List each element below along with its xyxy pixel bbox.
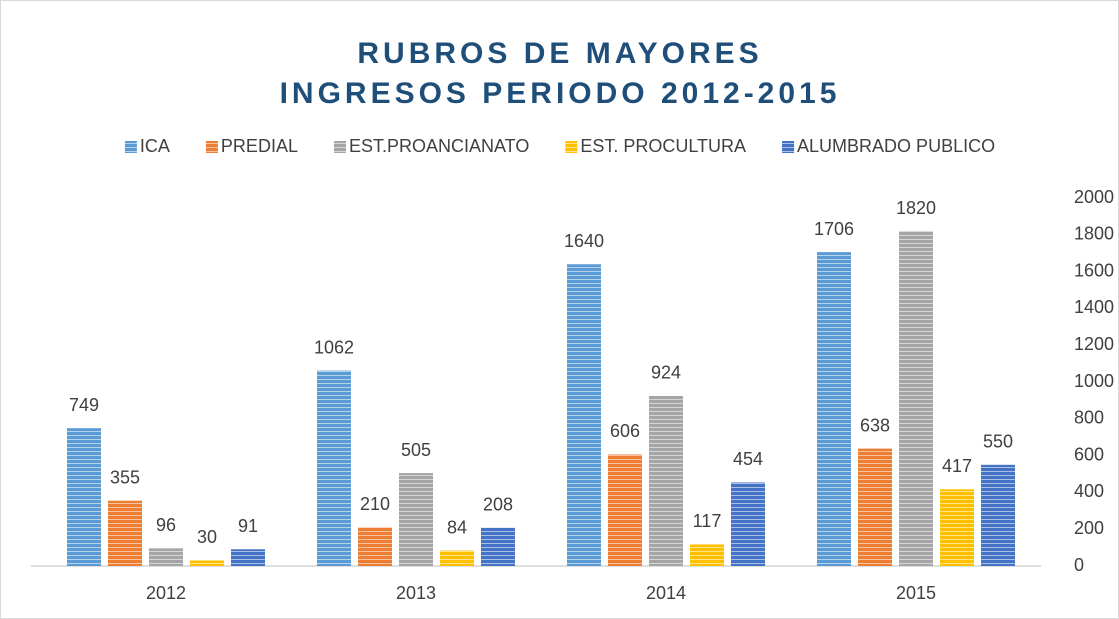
data-label: 505 <box>401 440 431 460</box>
bar <box>940 489 974 566</box>
data-label: 84 <box>447 517 467 537</box>
bar <box>440 550 474 566</box>
data-label: 1640 <box>564 231 604 251</box>
data-label: 924 <box>651 363 681 383</box>
x-tick-label: 2013 <box>396 583 436 603</box>
bar <box>899 231 933 566</box>
data-label: 638 <box>860 415 890 435</box>
x-tick-label: 2014 <box>646 583 686 603</box>
x-tick-label: 2015 <box>896 583 936 603</box>
bar <box>481 527 515 566</box>
data-label: 454 <box>733 449 763 469</box>
y-tick-label: 800 <box>1074 408 1104 428</box>
legend-label: PREDIAL <box>221 136 298 156</box>
legend-item: ALUMBRADO PUBLICO <box>782 136 995 156</box>
bar <box>317 370 351 566</box>
legend-swatch <box>565 141 578 153</box>
bar <box>858 448 892 566</box>
bar <box>981 464 1015 566</box>
data-label: 1706 <box>814 219 854 239</box>
y-tick-label: 600 <box>1074 444 1104 464</box>
data-label: 210 <box>360 494 390 514</box>
data-label: 417 <box>942 456 972 476</box>
legend-item: PREDIAL <box>205 136 298 156</box>
bar <box>690 544 724 566</box>
legend-label: EST.PROANCIANATO <box>349 136 529 156</box>
legend-swatch <box>205 141 218 153</box>
data-label: 606 <box>610 421 640 441</box>
bar <box>399 473 433 566</box>
data-label: 355 <box>110 467 140 487</box>
data-label: 1820 <box>896 198 936 218</box>
data-label: 550 <box>983 432 1013 452</box>
bar <box>567 264 601 566</box>
bar <box>649 395 683 566</box>
legend-swatch <box>124 141 137 153</box>
bar <box>149 548 183 566</box>
bar <box>67 428 101 566</box>
y-tick-label: 200 <box>1074 518 1104 538</box>
legend-swatch <box>333 141 346 153</box>
data-label: 117 <box>693 511 722 531</box>
data-label: 30 <box>197 527 217 547</box>
data-label: 91 <box>238 516 258 536</box>
data-label: 1062 <box>314 337 354 357</box>
legend-item: EST. PROCULTURA <box>565 136 746 156</box>
legend-label: ALUMBRADO PUBLICO <box>797 136 995 156</box>
legend-label: ICA <box>140 136 170 156</box>
legend-swatch <box>782 141 795 153</box>
bar <box>817 252 851 566</box>
chart-title: RUBROS DE MAYORES INGRESOS PERIODO 2012-… <box>279 37 841 110</box>
x-tick-label: 2012 <box>146 583 186 603</box>
y-tick-label: 1000 <box>1074 371 1114 391</box>
legend-item: EST.PROANCIANATO <box>333 136 529 156</box>
data-label: 208 <box>483 494 513 514</box>
y-tick-label: 1200 <box>1074 334 1114 354</box>
legend-label: EST. PROCULTURA <box>580 136 746 156</box>
y-tick-label: 1800 <box>1074 224 1114 244</box>
data-label: 749 <box>69 395 99 415</box>
bar <box>731 482 765 566</box>
data-label: 96 <box>156 515 176 535</box>
y-tick-label: 1400 <box>1074 297 1114 317</box>
bar <box>358 527 392 566</box>
y-tick-label: 0 <box>1074 555 1084 575</box>
y-tick-label: 2000 <box>1074 187 1114 207</box>
bar <box>231 549 265 566</box>
bar <box>108 500 142 566</box>
bar <box>608 454 642 566</box>
legend-item: ICA <box>124 136 170 156</box>
y-tick-label: 400 <box>1074 481 1104 501</box>
y-tick-label: 1600 <box>1074 260 1114 280</box>
bar <box>190 560 224 566</box>
